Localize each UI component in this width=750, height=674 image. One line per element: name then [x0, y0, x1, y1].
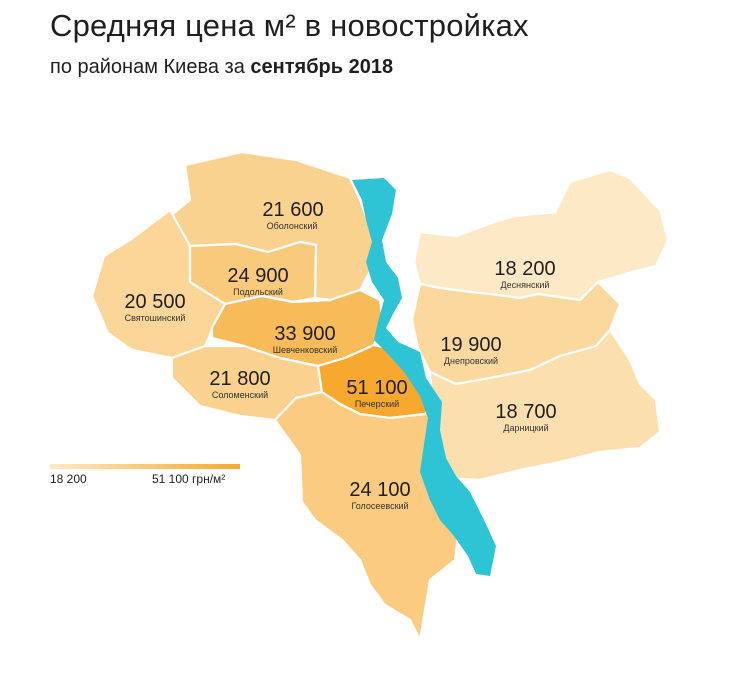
- name-dneprovsky: Днепровский: [444, 356, 498, 366]
- page-subtitle: по районам Киева за сентябрь 2018: [50, 56, 393, 79]
- name-darnitsky: Дарницкий: [503, 423, 548, 433]
- label-podolsky: 24 900 Подольский: [227, 265, 288, 297]
- label-desnyansky: 18 200 Деснянский: [494, 258, 555, 290]
- price-shevchenkovsky: 33 900: [274, 323, 335, 345]
- name-goloseevsky: Голосеевский: [351, 501, 408, 511]
- page-title: Средняя цена м² в новостройках: [50, 8, 529, 43]
- subtitle-prefix: по районам Киева за: [50, 56, 245, 78]
- label-dneprovsky: 19 900 Днепровский: [440, 334, 501, 366]
- name-desnyansky: Деснянский: [501, 280, 550, 290]
- label-solomensky: 21 800 Соломенский: [209, 368, 270, 400]
- name-obolonsky: Оболонский: [267, 221, 318, 231]
- price-desnyansky: 18 200: [494, 258, 555, 280]
- subtitle-period: сентябрь 2018: [250, 56, 394, 78]
- legend-max-label: 51 100 грн/м²: [152, 472, 226, 486]
- price-goloseevsky: 24 100: [349, 479, 410, 501]
- district-goloseevsky[interactable]: [273, 390, 462, 642]
- color-legend: 18 200 51 100 грн/м²: [50, 460, 250, 490]
- price-svyatoshinsky: 20 500: [124, 291, 185, 313]
- district-darnitsky[interactable]: [428, 328, 662, 482]
- label-obolonsky: 21 600 Оболонский: [262, 199, 323, 231]
- label-goloseevsky: 24 100 Голосеевский: [349, 479, 410, 511]
- price-dneprovsky: 19 900: [440, 334, 501, 356]
- label-shevchenkovsky: 33 900 Шевченковский: [273, 323, 338, 355]
- name-svyatoshinsky: Святошинский: [125, 313, 186, 323]
- label-pechersky: 51 100 Печерский: [346, 377, 407, 409]
- label-svyatoshinsky: 20 500 Святошинский: [124, 291, 185, 323]
- dnipro-river: [352, 178, 496, 576]
- price-obolonsky: 21 600: [262, 199, 323, 221]
- price-darnitsky: 18 700: [495, 401, 556, 423]
- legend-gradient-bar: [50, 464, 240, 469]
- price-solomensky: 21 800: [209, 368, 270, 390]
- name-solomensky: Соломенский: [212, 390, 268, 400]
- name-shevchenkovsky: Шевченковский: [273, 345, 338, 355]
- name-pechersky: Печерский: [355, 399, 399, 409]
- label-darnitsky: 18 700 Дарницкий: [495, 401, 556, 433]
- price-podolsky: 24 900: [227, 265, 288, 287]
- name-podolsky: Подольский: [233, 287, 283, 297]
- price-pechersky: 51 100: [346, 377, 407, 399]
- legend-min-label: 18 200: [50, 472, 87, 486]
